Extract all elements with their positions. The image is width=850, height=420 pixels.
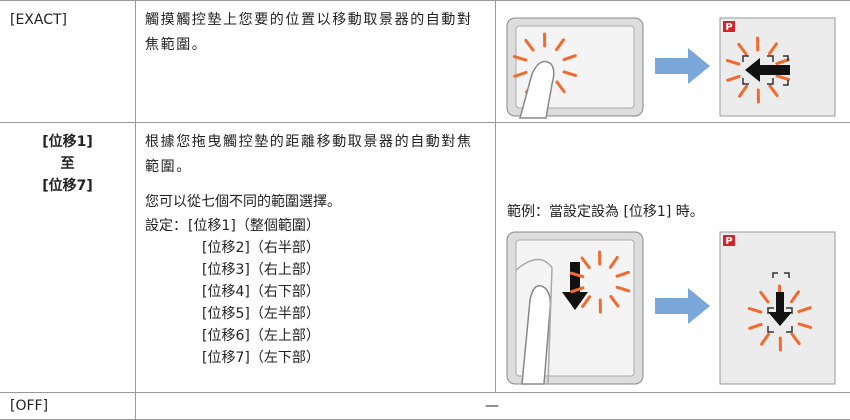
touch-burst: [512, 32, 578, 100]
burst-dash: [747, 307, 763, 314]
burst-dash: [737, 42, 748, 56]
arrow: [655, 288, 710, 324]
burst-dash: [768, 42, 778, 56]
settings-label: 設定：: [145, 218, 187, 234]
focus-frame: [767, 272, 793, 333]
touch-burst: [569, 250, 631, 314]
move-arrow: [745, 58, 790, 82]
burst-dash: [768, 84, 779, 98]
burst-dash: [570, 286, 585, 294]
row-label: [位移7]: [42, 178, 93, 194]
burst-dash: [775, 58, 790, 66]
finger-trail: [515, 258, 553, 385]
move-arrow: [768, 292, 792, 326]
burst-dash: [790, 332, 801, 346]
focus-burst: [725, 36, 791, 104]
row-description: 觸摸觸控墊上您要的位置以移動取景器的自動對焦範圍。: [145, 12, 473, 53]
drag-arrow: [562, 262, 588, 310]
setting-option: [位移5]（左半部）: [202, 306, 320, 322]
burst-dash: [581, 295, 592, 309]
row-label: [EXACT]: [10, 12, 68, 28]
burst-dash: [615, 270, 630, 278]
burst-dash: [555, 80, 566, 94]
burst-dash: [726, 74, 741, 82]
setting-option: [位移7]（左下部）: [202, 350, 320, 366]
burst-dash: [775, 74, 791, 81]
row-label: [OFF]: [10, 398, 49, 414]
burst-dash: [580, 256, 591, 270]
burst-dash: [562, 54, 577, 62]
burst-dash: [512, 55, 528, 62]
mode-badge: [723, 21, 735, 32]
burst-dash: [725, 59, 741, 66]
burst-dash: [748, 322, 763, 330]
mode-text: P: [725, 22, 732, 33]
burst-dash: [609, 294, 620, 308]
burst-dash: [738, 84, 748, 98]
burst-dash: [513, 70, 528, 78]
row-note: 您可以從七個不同的範圍選擇。: [145, 194, 341, 210]
setting-option: [位移3]（右上部）: [202, 262, 320, 278]
burst-dash: [562, 70, 578, 77]
burst-dash: [608, 255, 619, 269]
setting-option: [位移6]（左上部）: [202, 328, 320, 344]
row-label: [位移1]: [42, 134, 93, 150]
setting-option: [位移4]（右下部）: [202, 284, 320, 300]
burst-dash: [555, 38, 565, 52]
setting-option: [位移1]（整個範圍）: [188, 218, 320, 234]
burst-dash: [615, 285, 631, 293]
burst-dash: [524, 38, 535, 52]
burst-dash: [790, 290, 800, 304]
burst-dash: [797, 306, 812, 314]
burst-dash: [759, 290, 770, 304]
row-description: —: [485, 398, 499, 414]
mode-badge: [723, 235, 735, 246]
row-label: 至: [60, 156, 75, 172]
burst-dash: [760, 332, 770, 346]
arrow: [655, 48, 710, 84]
burst-dash: [569, 271, 585, 279]
mode-text: P: [725, 236, 732, 247]
example-caption: 範例：當設定設為 [位移1] 時。: [507, 204, 704, 220]
row-description: 根據您拖曳觸控墊的距離移動取景器的自動對焦範圍。: [145, 134, 473, 175]
focus-frame: [742, 55, 789, 86]
burst-dash: [797, 322, 813, 329]
finger: [519, 60, 555, 119]
setting-option: [位移2]（右半部）: [202, 240, 320, 256]
